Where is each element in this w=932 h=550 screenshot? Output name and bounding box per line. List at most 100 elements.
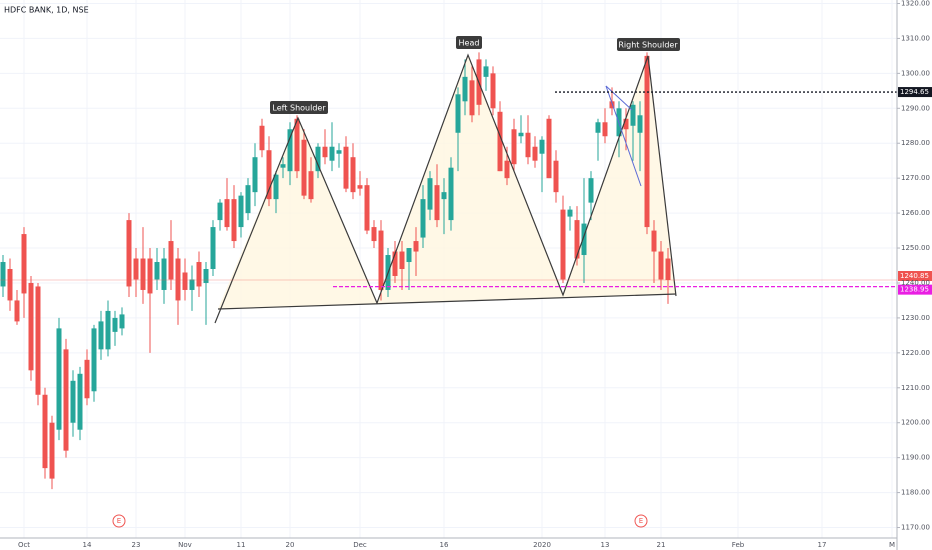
candle-body [602, 122, 608, 137]
event-label[interactable]: E [639, 517, 643, 525]
event-marker[interactable] [112, 514, 126, 528]
candle-body [378, 230, 384, 290]
candle-body [112, 317, 118, 332]
y-tick-label: 1230.00 [901, 314, 930, 322]
x-tick-label: Oct [18, 541, 30, 549]
candle-body [539, 139, 545, 154]
candle-body [651, 230, 657, 252]
candle-body [560, 209, 566, 280]
candle-body [154, 262, 160, 280]
candle-body [462, 76, 468, 102]
x-tick-label: Nov [178, 541, 192, 549]
annotation-label: Left Shoulder [272, 104, 326, 113]
candle-body [336, 150, 342, 154]
candle-body [175, 258, 181, 301]
candle-body [434, 185, 440, 221]
candle-body [637, 115, 643, 133]
candle-body [182, 272, 188, 290]
candle-body [42, 394, 48, 469]
candle-body [224, 199, 230, 228]
candle-body [532, 146, 538, 161]
candle-body [266, 150, 272, 200]
candle-body [105, 310, 111, 350]
x-tick-label: 23 [132, 541, 141, 549]
y-tick-label: 1300.00 [901, 69, 930, 77]
candle-body [259, 125, 265, 151]
candle-body [413, 241, 419, 252]
annotation: Left Shoulder Head Right Shoulder [270, 36, 680, 114]
candle-body [511, 129, 517, 165]
candle-body [350, 157, 356, 193]
candle-body [280, 164, 286, 168]
candle-body [56, 328, 62, 430]
candle-body [21, 234, 27, 294]
candle-body [322, 146, 328, 158]
trend-line [605, 85, 633, 111]
candle-body [497, 111, 503, 172]
x-tick-label: 17 [818, 541, 827, 549]
y-tick-label: 1320.00 [901, 0, 930, 7]
candle-body [147, 258, 153, 294]
event-label[interactable]: E [117, 517, 121, 525]
candle-body [427, 178, 433, 210]
candle-body [420, 199, 426, 238]
price-label-box [898, 271, 932, 282]
candle-body [518, 132, 524, 137]
candle-body [168, 241, 174, 280]
y-tick-label: 1310.00 [901, 34, 930, 42]
candle-body [364, 185, 370, 231]
candle-body [287, 129, 293, 172]
events: E E [112, 514, 648, 528]
y-tick-label: 1210.00 [901, 384, 930, 392]
candle-body [329, 146, 335, 161]
candle-body [273, 174, 279, 200]
candle-body [63, 349, 69, 451]
candle-body [665, 258, 671, 281]
price-label-box [898, 284, 932, 295]
candle-body [392, 251, 398, 276]
y-tick-label: 1220.00 [901, 349, 930, 357]
candle-body [77, 373, 83, 430]
candle-body [609, 101, 615, 109]
candle-body [238, 195, 244, 228]
candle-body [245, 185, 251, 214]
candle-body [126, 220, 132, 287]
y-tick-label: 1280.00 [901, 139, 930, 147]
candle-body [49, 422, 55, 479]
candle-body [203, 269, 209, 283]
candle-body [455, 94, 461, 133]
candle-body [644, 55, 650, 228]
candle-body [308, 171, 314, 200]
candle-body [35, 286, 41, 395]
candle-body [0, 262, 6, 287]
candle-body [567, 209, 573, 217]
event-marker[interactable] [634, 514, 648, 528]
candle-body [483, 66, 489, 77]
candle-body [553, 160, 559, 193]
y-tick-label: 1240.00 [901, 279, 930, 287]
candle-body [581, 223, 587, 256]
x-tick-label: 11 [237, 541, 246, 549]
price-lines: 1294.65 1240.85 1238.95 [0, 87, 932, 295]
candle-body [623, 118, 629, 130]
x-tick-label: 16 [440, 541, 449, 549]
candle-body [525, 132, 531, 158]
price-label-box [898, 87, 932, 98]
y-tick-label: 1250.00 [901, 244, 930, 252]
chart-title: HDFC BANK, 1D, NSE [4, 6, 89, 15]
candle-body [315, 146, 321, 172]
x-tick-label: 14 [83, 541, 92, 549]
x-tick-label: Feb [732, 541, 745, 549]
candle-body [441, 192, 447, 200]
candle-body [357, 185, 363, 189]
candle-body [91, 328, 97, 392]
candle-body [469, 80, 475, 116]
x-tick-label: Dec [353, 541, 367, 549]
candle-body [252, 157, 258, 193]
candle-body [84, 359, 90, 399]
candle-body [119, 314, 125, 329]
candle-body [504, 160, 510, 179]
x-tick-label: 2020 [533, 541, 551, 549]
candle-body [196, 262, 202, 287]
